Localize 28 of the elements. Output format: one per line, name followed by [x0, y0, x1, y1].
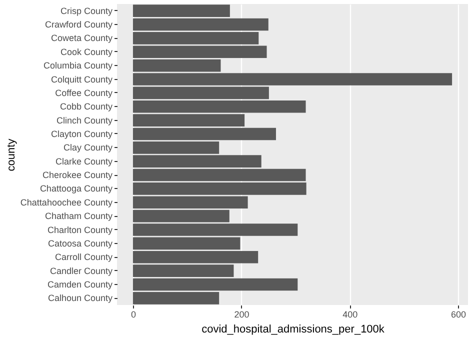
y-tick-label: Clayton County	[50, 128, 113, 139]
y-tick-label: Carroll County	[54, 252, 113, 262]
x-tick-label: 0	[130, 310, 136, 320]
y-tick-label: Crawford County	[44, 20, 113, 30]
y-tick-label: Colquitt County	[50, 74, 113, 84]
y-tick-label: Camden County	[47, 279, 113, 290]
y-tick-label: Chattooga County	[40, 184, 113, 194]
x-axis-title: covid_hospital_admissions_per_100k	[202, 324, 385, 336]
y-tick-label: Chattahoochee County	[20, 197, 113, 208]
x-tick-label: 400	[342, 310, 358, 320]
y-tick-label: Coffee County	[55, 88, 113, 98]
y-tick-label: Clinch County	[56, 115, 113, 126]
x-tick-label: 600	[450, 310, 466, 320]
y-tick-label: Calhoun County	[48, 293, 113, 304]
y-tick-label: Crisp County	[60, 6, 113, 16]
y-tick-label: Clay County	[63, 142, 113, 153]
y-tick-label: Catoosa County	[48, 238, 113, 248]
y-tick-label: Chatham County	[44, 211, 113, 222]
y-tick-label: Clarke County	[55, 156, 113, 166]
y-tick-label: Charlton County	[47, 224, 113, 235]
y-axis-title: county	[5, 138, 18, 172]
x-tick-label: 200	[234, 310, 250, 320]
y-tick-label: Columbia County	[43, 60, 113, 71]
y-tick-label: Cook County	[60, 46, 113, 57]
y-tick-label: Coweta County	[50, 33, 113, 44]
y-tick-label: Cherokee County	[42, 170, 113, 180]
y-tick-label: Cobb County	[60, 102, 113, 112]
y-tick-label: Candler County	[50, 266, 113, 276]
